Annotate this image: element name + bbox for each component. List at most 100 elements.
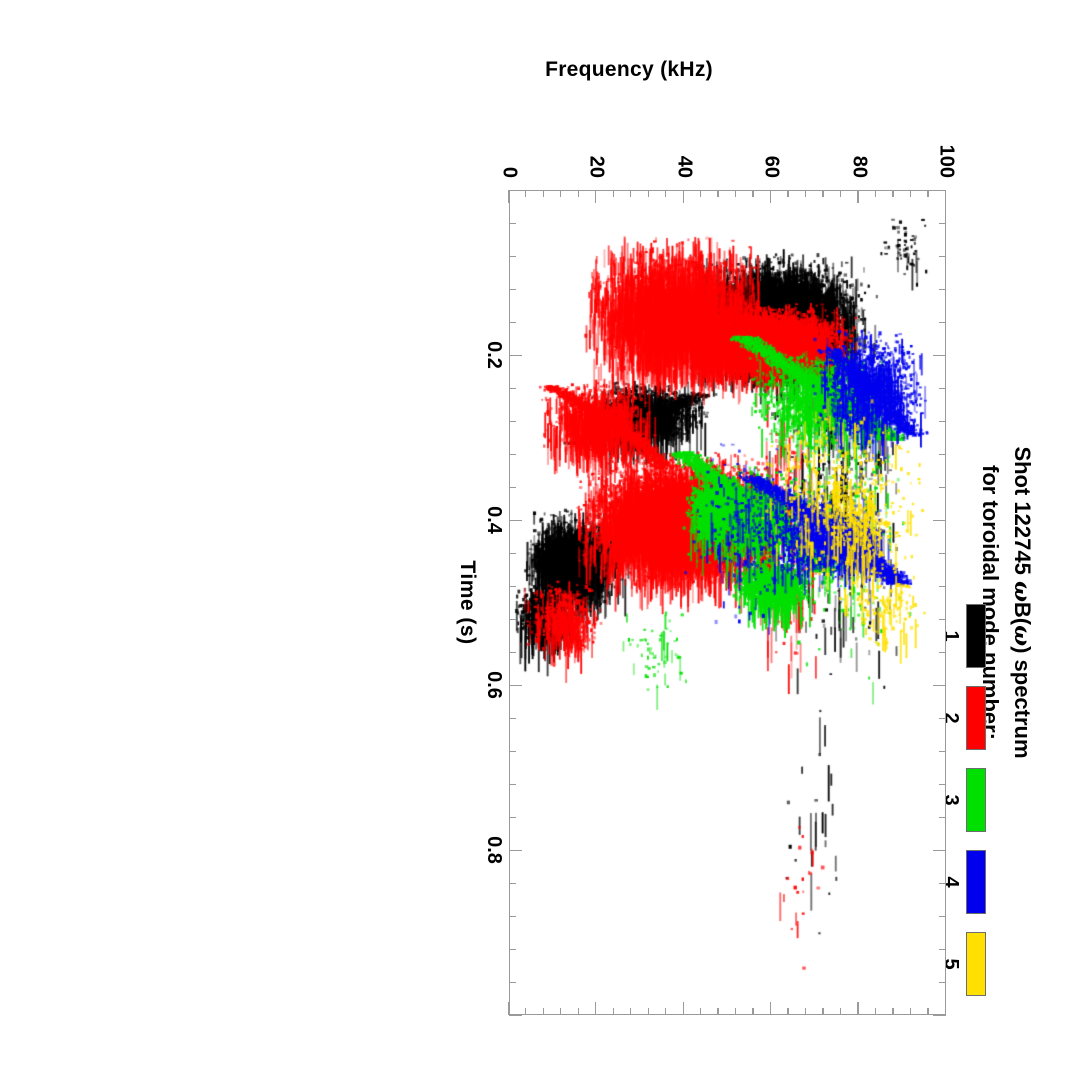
y-minor-tick: [525, 190, 527, 197]
y-minor-tick-right: [822, 1008, 824, 1015]
x-minor-tick-top: [939, 949, 946, 951]
y-minor-tick-right: [874, 1008, 877, 1015]
x-major-tick: [509, 850, 522, 852]
y-minor-tick-right: [787, 1008, 789, 1015]
y-major-tick-right: [595, 1002, 597, 1015]
y-major-tick-right: [857, 1002, 859, 1015]
y-minor-tick: [665, 190, 667, 197]
x-minor-tick: [509, 883, 516, 885]
y-minor-tick-right: [525, 1008, 527, 1015]
x-major-tick-top: [933, 685, 946, 687]
x-axis-title: Time (s): [456, 560, 479, 645]
y-minor-tick: [612, 190, 614, 197]
y-major-tick-right: [507, 1002, 509, 1015]
x-minor-tick-top: [939, 916, 946, 918]
y-minor-tick-right: [630, 1008, 632, 1015]
x-minor-tick-top: [939, 619, 946, 621]
y-minor-tick: [874, 190, 877, 197]
x-major-tick-top: [933, 355, 946, 357]
x-major-tick: [509, 190, 522, 192]
y-minor-tick: [909, 190, 912, 197]
x-minor-tick: [509, 817, 516, 819]
x-minor-tick: [509, 652, 516, 654]
y-minor-tick: [630, 190, 632, 197]
y-minor-tick: [752, 190, 754, 197]
y-minor-tick-right: [577, 1008, 579, 1015]
x-minor-tick-top: [939, 322, 946, 324]
y-tick-label: 20: [585, 155, 608, 178]
y-minor-tick-right: [612, 1008, 614, 1015]
y-minor-tick: [927, 190, 929, 197]
legend-swatch-4: [966, 850, 986, 914]
y-major-tick: [769, 190, 772, 203]
y-major-tick-right: [944, 1002, 946, 1015]
y-minor-tick-right: [542, 1008, 544, 1015]
x-minor-tick-top: [939, 223, 946, 225]
y-major-tick-right: [769, 1002, 772, 1015]
y-minor-tick: [577, 190, 579, 197]
x-tick-label: 0.8: [483, 836, 505, 864]
y-tick-label: 0: [498, 166, 521, 178]
y-major-tick: [944, 190, 946, 203]
x-major-tick: [509, 355, 522, 357]
y-tick-label: 100: [935, 144, 958, 178]
legend-swatch-1: [966, 604, 986, 668]
y-minor-tick-right: [752, 1008, 754, 1015]
x-major-tick-top: [933, 520, 946, 522]
x-minor-tick-top: [939, 586, 946, 588]
x-major-tick: [509, 685, 522, 687]
x-minor-tick: [509, 289, 516, 291]
y-minor-tick: [699, 190, 702, 197]
x-minor-tick: [509, 454, 516, 456]
y-major-tick: [682, 190, 684, 203]
y-major-tick: [595, 190, 597, 203]
y-minor-tick: [647, 190, 649, 197]
legend-swatch-3: [966, 768, 986, 832]
y-minor-tick: [839, 190, 842, 197]
y-minor-tick: [892, 190, 894, 197]
x-minor-tick-top: [939, 883, 946, 885]
y-minor-tick-right: [647, 1008, 649, 1015]
title-b-open: B(: [1010, 601, 1035, 626]
x-minor-tick: [509, 718, 516, 720]
y-minor-tick: [734, 190, 737, 197]
x-minor-tick-top: [939, 454, 946, 456]
x-tick-label: 0.4: [483, 506, 505, 534]
y-minor-tick-right: [560, 1008, 562, 1015]
y-major-tick: [507, 190, 509, 203]
y-major-tick-right: [682, 1002, 684, 1015]
y-minor-tick-right: [892, 1008, 894, 1015]
x-minor-tick: [509, 619, 516, 621]
x-major-tick: [509, 1015, 522, 1017]
plot-area: [509, 190, 946, 1015]
x-major-tick-top: [933, 1015, 946, 1017]
x-tick-label: 0.6: [483, 671, 505, 699]
x-minor-tick-top: [939, 487, 946, 489]
y-minor-tick-right: [699, 1008, 702, 1015]
x-minor-tick: [509, 982, 516, 984]
y-minor-tick-right: [909, 1008, 912, 1015]
x-minor-tick-top: [939, 388, 946, 390]
title-omega-1: ω: [1009, 580, 1035, 602]
y-tick-label: 80: [848, 155, 871, 178]
x-minor-tick: [509, 949, 516, 951]
y-minor-tick-right: [804, 1008, 807, 1015]
x-major-tick: [509, 520, 522, 522]
legend-swatch-2: [966, 686, 986, 750]
y-minor-tick-right: [665, 1008, 667, 1015]
y-tick-label: 60: [760, 155, 783, 178]
y-minor-tick-right: [734, 1008, 737, 1015]
x-minor-tick-top: [939, 784, 946, 786]
y-minor-tick-right: [717, 1008, 719, 1015]
x-minor-tick: [509, 223, 516, 225]
title-shot-prefix: Shot 122745: [1010, 446, 1035, 581]
figure-title-line-1: Shot 122745 ωB(ω) spectrum: [1009, 190, 1035, 1015]
spectrogram-canvas: [509, 191, 945, 1015]
x-minor-tick-top: [939, 553, 946, 555]
x-minor-tick: [509, 322, 516, 324]
x-minor-tick: [509, 553, 516, 555]
x-minor-tick-top: [939, 817, 946, 819]
x-minor-tick-top: [939, 751, 946, 753]
